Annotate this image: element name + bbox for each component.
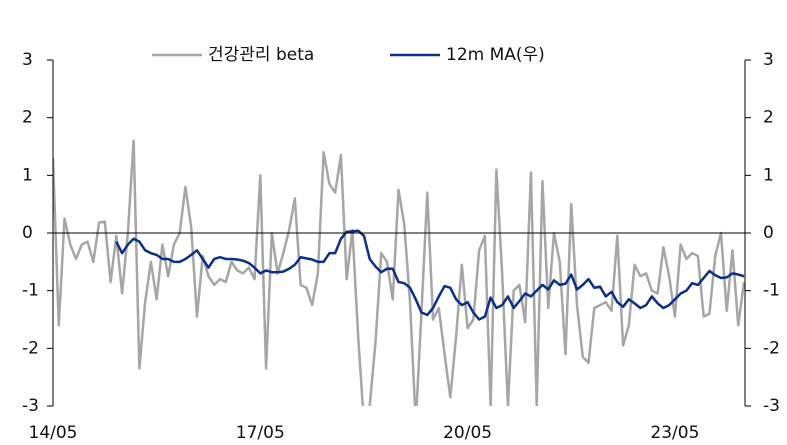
y2-tick-label: 1 <box>763 165 774 185</box>
legend-label: 12m MA(우) <box>446 45 545 65</box>
legend-label: 건강관리 beta <box>208 45 314 65</box>
y-tick-label: -3 <box>22 396 39 416</box>
y-tick-label: 0 <box>22 223 33 243</box>
y2-tick-label: -3 <box>763 396 780 416</box>
y-tick-label: 1 <box>22 165 33 185</box>
y2-tick-label: -2 <box>763 338 780 358</box>
y2-tick-label: -1 <box>763 281 780 301</box>
y2-tick-label: 3 <box>763 50 774 70</box>
y2-tick-label: 2 <box>763 108 774 128</box>
legend: 건강관리 beta 12m MA(우) <box>152 45 545 65</box>
series-line <box>53 139 745 406</box>
y-tick-label: -1 <box>22 281 39 301</box>
plot-area <box>53 139 745 406</box>
x-tick-label: 20/05 <box>443 423 492 443</box>
x-tick-label: 14/05 <box>29 423 78 443</box>
y-tick-label: 2 <box>22 108 33 128</box>
x-tick-label: 17/05 <box>236 423 285 443</box>
x-tick-label: 23/05 <box>650 423 699 443</box>
series-line <box>115 229 745 321</box>
y-tick-label: -2 <box>22 338 39 358</box>
y-tick-label: 3 <box>22 50 33 70</box>
y2-tick-label: 0 <box>763 223 774 243</box>
